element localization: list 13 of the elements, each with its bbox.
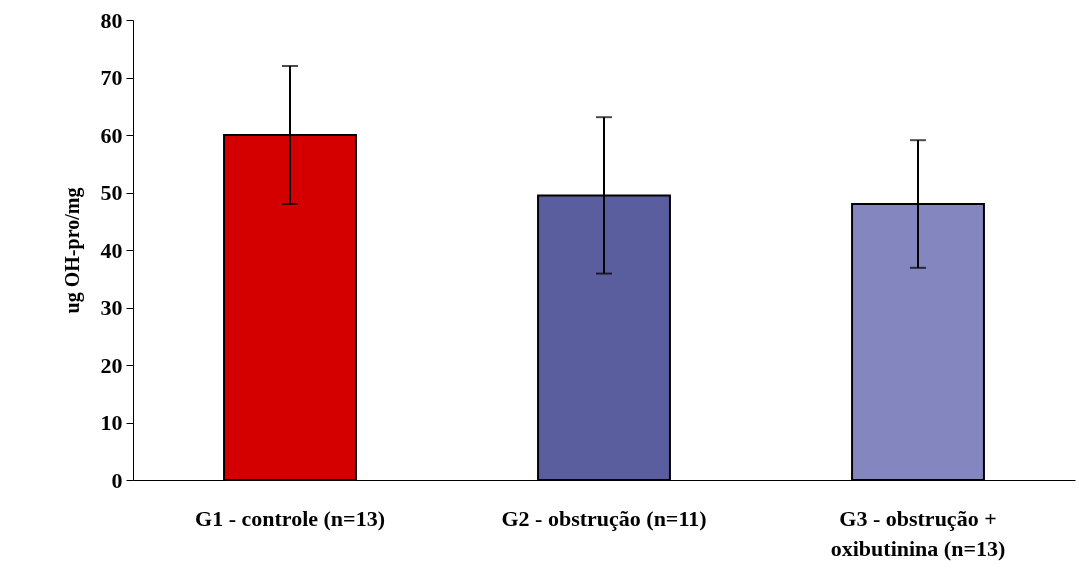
y-tick-label: 80 — [100, 7, 123, 33]
x-tick-label: G3 - obstrução + oxibutinina (n=13) — [830, 505, 1006, 561]
x-tick-label: G1 - controle (n=13) — [195, 505, 385, 531]
y-tick-label: 30 — [100, 295, 123, 320]
y-axis-title: ug OH-pro/mg — [60, 187, 84, 314]
y-tick-label: 20 — [100, 352, 123, 378]
y-tick-label: 50 — [100, 180, 123, 205]
y-tick-label: 0 — [111, 467, 123, 493]
y-tick-label: 60 — [100, 122, 123, 148]
x-tick-label: G2 - obstrução (n=11) — [501, 505, 707, 531]
y-tick-label: 40 — [100, 237, 123, 263]
y-tick-label: 10 — [100, 410, 123, 435]
y-tick-label: 70 — [100, 65, 123, 90]
